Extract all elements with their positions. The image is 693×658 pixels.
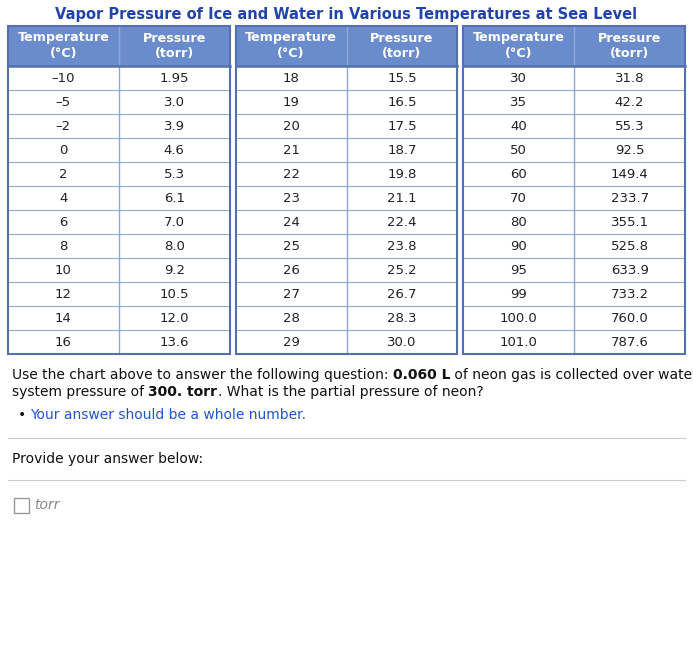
Text: 18.7: 18.7 [387, 143, 416, 157]
Text: Your answer should be a whole number.: Your answer should be a whole number. [30, 408, 306, 422]
Text: 30: 30 [510, 72, 527, 84]
Text: 92.5: 92.5 [615, 143, 644, 157]
Text: 233.7: 233.7 [611, 191, 649, 205]
Text: 55.3: 55.3 [615, 120, 644, 132]
Text: Use the chart above to answer the following question:: Use the chart above to answer the follow… [12, 368, 393, 382]
Text: 26.7: 26.7 [387, 288, 416, 301]
Text: 7.0: 7.0 [164, 216, 185, 228]
Text: 0.060 L: 0.060 L [393, 368, 450, 382]
Text: 16.5: 16.5 [387, 95, 416, 109]
Text: 21: 21 [283, 143, 299, 157]
Text: 10: 10 [55, 263, 72, 276]
Text: torr: torr [34, 498, 60, 512]
Text: Temperature
(°C): Temperature (°C) [245, 32, 337, 61]
Text: 0: 0 [59, 143, 68, 157]
Text: 525.8: 525.8 [611, 240, 649, 253]
Text: 355.1: 355.1 [611, 216, 649, 228]
Text: –5: –5 [56, 95, 71, 109]
Text: Pressure
(torr): Pressure (torr) [143, 32, 206, 61]
Text: 4: 4 [59, 191, 68, 205]
Text: system pressure of: system pressure of [12, 385, 148, 399]
Text: 23.8: 23.8 [387, 240, 416, 253]
Text: 633.9: 633.9 [611, 263, 649, 276]
Text: 149.4: 149.4 [611, 168, 649, 180]
Text: 4.6: 4.6 [164, 143, 185, 157]
Bar [464, 26, 685, 354]
Bar [236, 26, 457, 66]
Text: 23: 23 [283, 191, 299, 205]
Text: 29: 29 [283, 336, 299, 349]
Text: 12.0: 12.0 [159, 311, 189, 324]
Text: 20: 20 [283, 120, 299, 132]
Text: Provide your answer below:: Provide your answer below: [12, 452, 203, 466]
Text: 95: 95 [510, 263, 527, 276]
Text: 8: 8 [59, 240, 68, 253]
Text: 21.1: 21.1 [387, 191, 416, 205]
Text: Temperature
(°C): Temperature (°C) [17, 32, 109, 61]
Text: 19: 19 [283, 95, 299, 109]
Text: 24: 24 [283, 216, 299, 228]
Text: 50: 50 [510, 143, 527, 157]
Bar [8, 26, 229, 354]
Text: 1.95: 1.95 [159, 72, 189, 84]
Text: 60: 60 [510, 168, 527, 180]
Text: –2: –2 [56, 120, 71, 132]
Bar [8, 26, 229, 354]
Text: 15.5: 15.5 [387, 72, 416, 84]
Text: 3.0: 3.0 [164, 95, 185, 109]
Text: 26: 26 [283, 263, 299, 276]
Text: 35: 35 [510, 95, 527, 109]
Text: 28: 28 [283, 311, 299, 324]
Text: 2: 2 [59, 168, 68, 180]
Text: 14: 14 [55, 311, 72, 324]
Text: Temperature
(°C): Temperature (°C) [473, 32, 565, 61]
Text: of neon gas is collected over water at: of neon gas is collected over water at [450, 368, 693, 382]
Bar [236, 26, 457, 354]
Text: 18: 18 [283, 72, 299, 84]
Text: Vapor Pressure of Ice and Water in Various Temperatures at Sea Level: Vapor Pressure of Ice and Water in Vario… [55, 7, 638, 22]
Bar [464, 26, 685, 354]
Text: 9.2: 9.2 [164, 263, 185, 276]
Text: 30.0: 30.0 [387, 336, 416, 349]
Text: 99: 99 [510, 288, 527, 301]
Text: Pressure
(torr): Pressure (torr) [598, 32, 661, 61]
Text: 300. torr: 300. torr [148, 385, 218, 399]
Text: 31.8: 31.8 [615, 72, 644, 84]
Text: 25.2: 25.2 [387, 263, 416, 276]
Text: 19.8: 19.8 [387, 168, 416, 180]
Text: 3.9: 3.9 [164, 120, 185, 132]
Text: •: • [18, 408, 26, 422]
Text: 42.2: 42.2 [615, 95, 644, 109]
Text: 6: 6 [59, 216, 68, 228]
Text: 40: 40 [510, 120, 527, 132]
Text: 16: 16 [55, 336, 72, 349]
Bar [464, 26, 685, 66]
Text: 6.1: 6.1 [164, 191, 185, 205]
Text: 22: 22 [283, 168, 299, 180]
Text: 8.0: 8.0 [164, 240, 185, 253]
Text: –10: –10 [52, 72, 75, 84]
Text: 27: 27 [283, 288, 299, 301]
Text: 760.0: 760.0 [611, 311, 649, 324]
Text: 13.6: 13.6 [159, 336, 189, 349]
Text: 10.5: 10.5 [159, 288, 189, 301]
Text: 25: 25 [283, 240, 299, 253]
Text: Pressure
(torr): Pressure (torr) [370, 32, 434, 61]
Text: 5.3: 5.3 [164, 168, 185, 180]
Text: 90: 90 [510, 240, 527, 253]
Text: 12: 12 [55, 288, 72, 301]
Text: 70: 70 [510, 191, 527, 205]
Text: . What is the partial pressure of neon?: . What is the partial pressure of neon? [218, 385, 483, 399]
Text: 22.4: 22.4 [387, 216, 416, 228]
Text: 787.6: 787.6 [611, 336, 649, 349]
Text: 17.5: 17.5 [387, 120, 416, 132]
Bar [8, 26, 229, 66]
Text: 80: 80 [510, 216, 527, 228]
Text: 101.0: 101.0 [500, 336, 538, 349]
Text: 100.0: 100.0 [500, 311, 538, 324]
Text: 28.3: 28.3 [387, 311, 416, 324]
Bar [14, 498, 29, 513]
Bar [236, 26, 457, 354]
Text: 733.2: 733.2 [611, 288, 649, 301]
